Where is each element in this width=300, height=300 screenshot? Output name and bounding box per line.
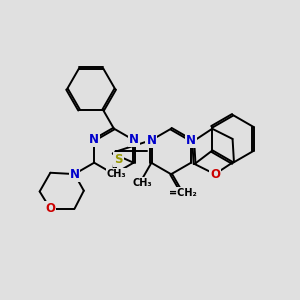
Text: N: N [129,134,139,146]
Text: N: N [186,134,196,147]
Text: O: O [210,168,220,181]
Text: N: N [89,134,99,146]
Text: CH₃: CH₃ [106,169,126,179]
Text: CH₃: CH₃ [132,178,152,188]
Text: N: N [70,168,80,181]
Text: N: N [146,134,156,147]
Text: =CH₂: =CH₂ [169,188,197,198]
Text: O: O [45,202,56,215]
Text: S: S [114,153,123,166]
